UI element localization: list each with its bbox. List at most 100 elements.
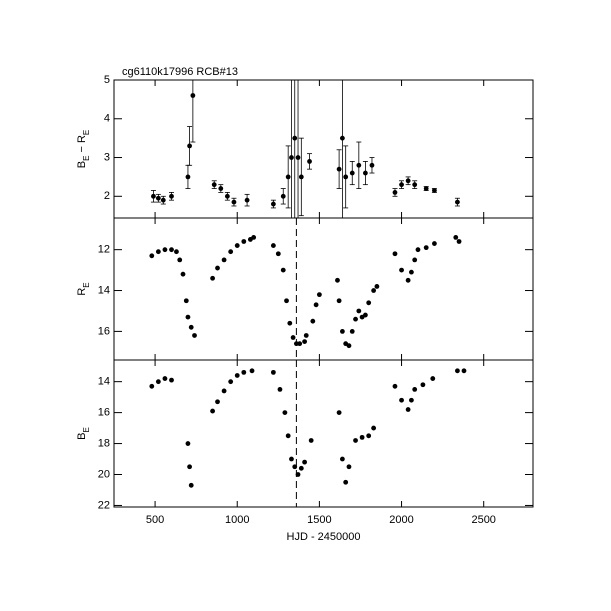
y-axis-label-part: − R (76, 135, 88, 156)
data-point (277, 387, 283, 392)
data-point (241, 239, 247, 244)
y-tick-label: 5 (104, 74, 110, 86)
data-point (409, 269, 414, 275)
data-point (275, 251, 281, 257)
data-point (169, 377, 174, 383)
y-axis-label-part: B (76, 161, 88, 168)
data-point (188, 482, 194, 488)
data-point (185, 441, 191, 446)
data-point (149, 253, 155, 259)
data-point (292, 464, 298, 470)
data-point (356, 162, 362, 168)
data-point (453, 235, 459, 240)
data-point (270, 243, 276, 248)
data-point (218, 186, 224, 191)
data-point (187, 464, 192, 470)
data-point (310, 318, 316, 324)
data-point (313, 302, 319, 308)
data-point (336, 410, 342, 416)
data-point (289, 456, 294, 462)
data-point (455, 199, 460, 205)
data-point (353, 438, 358, 443)
data-point (371, 288, 377, 293)
data-point (346, 464, 352, 470)
data-point (180, 271, 186, 277)
data-point (363, 170, 368, 176)
data-layer (149, 218, 462, 360)
data-point (149, 383, 155, 389)
data-point (297, 341, 303, 347)
data-point (231, 199, 237, 205)
data-point (221, 257, 227, 263)
data-point (155, 249, 161, 255)
data-point (343, 174, 349, 180)
data-point (366, 433, 372, 439)
data-point (420, 382, 426, 388)
data-point (307, 159, 312, 164)
data-point (174, 249, 179, 255)
data-point (412, 182, 418, 188)
data-point (295, 472, 301, 477)
y-tick-label: 16 (98, 325, 110, 337)
x-tick-label: 2000 (389, 514, 413, 526)
data-point (430, 376, 436, 381)
y-axis-label-part: E (82, 427, 91, 432)
data-point (162, 376, 168, 381)
y-tick-label: 12 (98, 244, 110, 256)
data-point (162, 247, 168, 253)
data-point (298, 465, 304, 471)
data-point (455, 368, 460, 374)
data-point (215, 399, 220, 405)
data-point (343, 479, 349, 485)
y-tick-label: 3 (104, 151, 110, 163)
x-axis-label: HJD - 2450000 (287, 531, 361, 543)
data-point (346, 343, 352, 349)
data-point (210, 275, 215, 281)
data-point (285, 433, 291, 439)
y-tick-label: 4 (104, 113, 110, 125)
data-point (349, 170, 355, 176)
data-point (192, 333, 197, 338)
data-point (405, 277, 411, 283)
data-point (461, 368, 467, 374)
data-point (160, 197, 166, 203)
data-point (282, 410, 288, 416)
data-point (280, 193, 286, 199)
data-point (228, 379, 234, 385)
data-point (244, 197, 250, 203)
data-layer (149, 360, 467, 507)
y-axis-label-part: R (76, 288, 88, 296)
y-axis-label-part: E (82, 282, 91, 287)
data-point (409, 397, 414, 403)
data-point (366, 300, 372, 306)
data-point (349, 328, 355, 334)
data-point (185, 174, 191, 180)
x-tick-label: 1000 (225, 514, 249, 526)
y-tick-label: 18 (98, 437, 110, 449)
data-point (359, 434, 365, 440)
data-point (353, 316, 358, 322)
data-point (336, 298, 342, 304)
data-point (177, 257, 183, 263)
data-point (169, 193, 174, 199)
plot-frame (113, 79, 534, 219)
data-point (287, 320, 293, 326)
data-point (234, 243, 240, 248)
data-point (292, 135, 298, 141)
y-axis-label-part: E (82, 130, 91, 135)
data-point (302, 459, 308, 465)
data-point (316, 292, 322, 298)
data-point (185, 314, 191, 320)
data-point (155, 379, 161, 385)
data-point (374, 284, 380, 289)
y-tick-label: 20 (98, 468, 110, 480)
data-point (432, 188, 437, 193)
data-point (412, 257, 418, 263)
data-point (284, 298, 289, 304)
data-point (339, 328, 345, 334)
data-point (228, 249, 234, 255)
y-axis-label: BE (76, 427, 91, 440)
data-point (270, 369, 276, 375)
y-axis-label-part: B (76, 433, 88, 440)
